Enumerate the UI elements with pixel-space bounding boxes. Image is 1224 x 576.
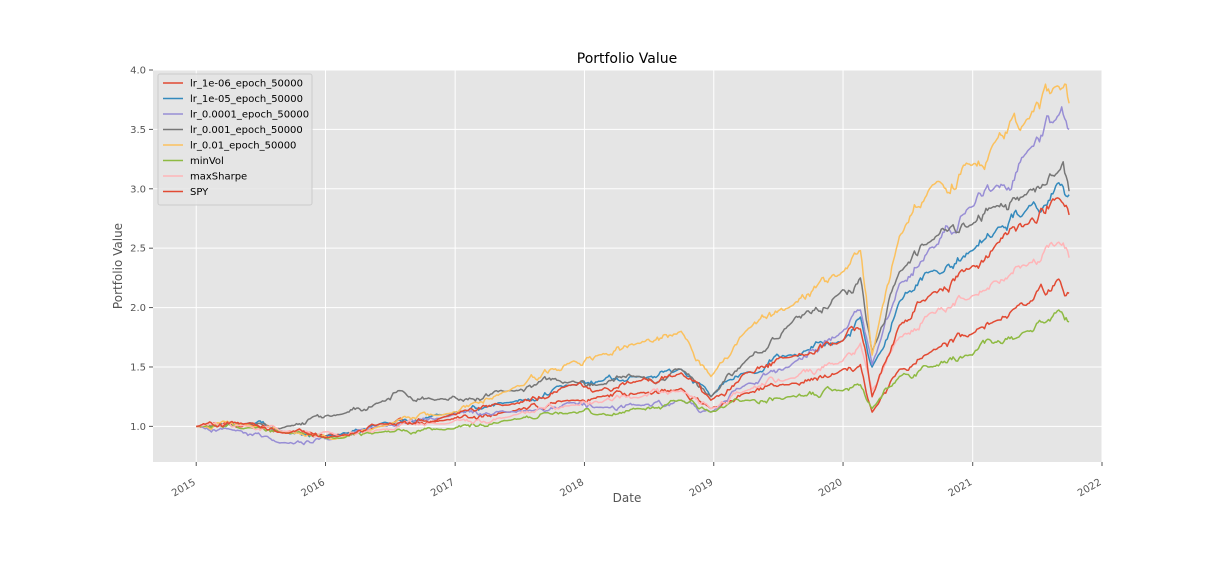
y-axis-label: Portfolio Value xyxy=(111,223,125,309)
series-layer xyxy=(196,83,1070,446)
y-tick-label: 2.0 xyxy=(130,303,146,314)
legend-label: maxSharpe xyxy=(190,172,247,183)
chart-title: Portfolio Value xyxy=(577,51,678,67)
legend-label: lr_1e-05_epoch_50000 xyxy=(190,94,303,105)
legend-label: lr_0.01_epoch_50000 xyxy=(190,141,296,152)
legend-label: lr_0.001_epoch_50000 xyxy=(190,125,303,136)
y-tick-label: 3.5 xyxy=(130,125,146,136)
legend-label: lr_1e-06_epoch_50000 xyxy=(190,79,303,90)
y-tick-label: 4.0 xyxy=(130,66,146,77)
legend-label: minVol xyxy=(190,156,224,167)
x-axis-label: Date xyxy=(613,491,642,505)
y-tick-label: 2.5 xyxy=(130,244,146,255)
legend-box xyxy=(157,73,313,206)
legend-label: SPY xyxy=(190,187,209,198)
series-line-SPY xyxy=(196,197,1070,439)
y-tick-label: 3.0 xyxy=(130,184,146,195)
legend: lr_1e-06_epoch_50000 lr_1e-05_epoch_50000… xyxy=(157,73,313,206)
legend-label: lr_0.0001_epoch_50000 xyxy=(190,110,309,121)
series-line-lr_0.001_epoch_50000 xyxy=(196,161,1070,430)
series-line-minVol xyxy=(196,309,1070,440)
y-axis: 1.0 1.5 2.0 2.5 3.0 3.5 4.0 xyxy=(130,66,153,433)
y-tick-label: 1.5 xyxy=(130,362,146,373)
y-tick-label: 1.0 xyxy=(130,422,146,433)
